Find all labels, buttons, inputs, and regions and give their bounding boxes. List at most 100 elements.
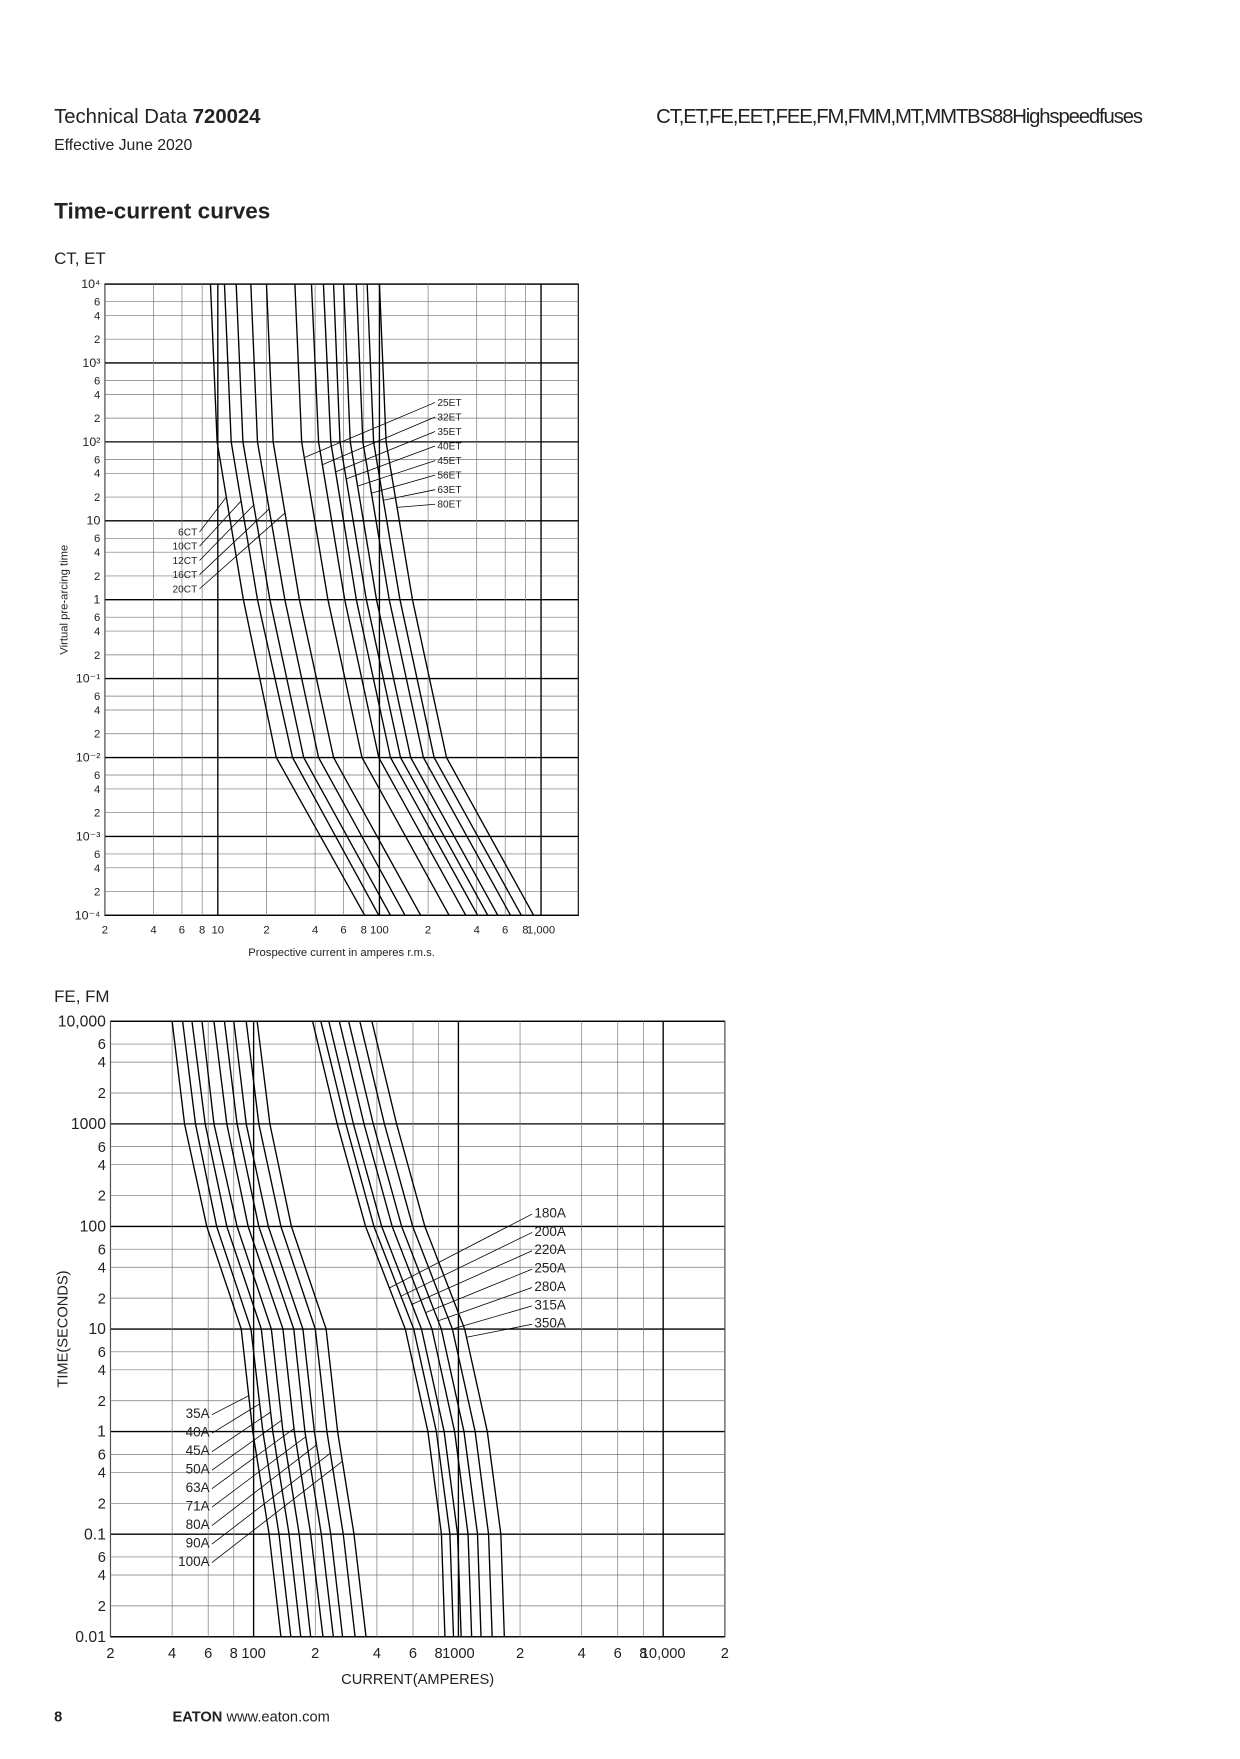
- curve: [371, 1021, 506, 1637]
- y-tick-label: 100: [80, 1219, 107, 1236]
- y-tick-label: 4: [94, 389, 100, 401]
- curve: [378, 284, 535, 916]
- y-tick-label: 2: [94, 492, 100, 504]
- y-tick-label: 6: [98, 1242, 106, 1258]
- curve: [250, 284, 406, 916]
- y-tick-label: 2: [98, 1496, 106, 1512]
- y-tick-label: 4: [98, 1466, 106, 1482]
- y-tick-label: 10⁻³: [76, 829, 100, 843]
- leader-line: [211, 1403, 260, 1434]
- leader-line: [466, 1323, 533, 1338]
- y-tick-label: 6: [98, 1447, 106, 1463]
- y-axis-title: TIME(SECONDS): [56, 1270, 72, 1387]
- x-tick-label: 1000: [442, 1646, 475, 1662]
- y-tick-label: 6: [98, 1140, 106, 1156]
- x-axis-title: Prospective current in amperes r.m.s.: [248, 947, 435, 959]
- curve-label: 100A: [178, 1554, 210, 1569]
- y-tick-label: 2: [94, 334, 100, 346]
- curve-label: 16CT: [173, 570, 198, 581]
- curve-label: 20CT: [173, 584, 198, 595]
- curve-label: 200A: [534, 1224, 566, 1239]
- product-title: CT,ET,FE,EET,FEE,FM,FMM,MT,MMTBS88Highsp…: [656, 106, 1143, 128]
- leader-line: [411, 1250, 533, 1305]
- y-tick-label: 4: [94, 310, 100, 322]
- y-tick-label: 10³: [82, 356, 100, 370]
- y-tick-label: 2: [98, 1291, 106, 1307]
- y-tick-label: 2: [98, 1086, 106, 1102]
- y-tick-label: 6: [98, 1037, 106, 1053]
- x-tick-label: 6: [340, 924, 346, 936]
- x-tick-label: 8: [522, 924, 528, 936]
- x-axis-title: CURRENT(AMPERES): [341, 1672, 494, 1688]
- y-tick-label: 2: [94, 571, 100, 583]
- curve: [191, 1021, 302, 1637]
- effective-date: Effective June 2020: [54, 137, 192, 154]
- x-tick-label: 100: [370, 924, 389, 936]
- curve: [223, 1021, 335, 1637]
- x-tick-label: 1,000: [527, 924, 555, 936]
- curve-label: 180A: [534, 1205, 566, 1220]
- curve-label: 50A: [186, 1462, 210, 1477]
- y-tick-label: 1: [97, 1424, 106, 1441]
- y-tick-label: 4: [94, 468, 100, 480]
- leader-line: [397, 503, 436, 508]
- x-tick-label: 6: [409, 1646, 417, 1662]
- x-tick-label: 6: [614, 1646, 622, 1662]
- y-tick-label: 6: [94, 612, 100, 624]
- leader-line: [211, 1452, 331, 1545]
- curve: [311, 1021, 446, 1637]
- x-tick-label: 6: [179, 924, 185, 936]
- curve-label: 71A: [186, 1499, 210, 1514]
- leader-line: [437, 1287, 533, 1322]
- curve: [209, 284, 366, 916]
- curve: [366, 284, 522, 916]
- curve: [320, 1021, 455, 1637]
- y-tick-label: 6: [98, 1550, 106, 1566]
- leader-line: [199, 500, 242, 547]
- url: www.eaton.com: [225, 1709, 329, 1725]
- leader-line: [304, 402, 436, 459]
- x-tick-label: 2: [425, 924, 431, 936]
- y-tick-label: 4: [98, 1055, 106, 1071]
- curve: [294, 284, 450, 916]
- leader-line: [335, 431, 436, 473]
- doc-label: Technical Data 720024: [54, 106, 261, 128]
- curve: [171, 1021, 282, 1637]
- leader-line: [211, 1411, 271, 1452]
- y-tick-label: 6: [94, 691, 100, 703]
- leader-line: [322, 416, 436, 466]
- curve-label: 250A: [534, 1261, 566, 1276]
- x-tick-label: 8: [639, 1646, 647, 1662]
- curve: [328, 1021, 462, 1637]
- curve-label: 350A: [534, 1316, 566, 1331]
- x-tick-label: 8: [230, 1646, 238, 1662]
- y-tick-label: 4: [94, 784, 100, 796]
- x-tick-label: 8: [361, 924, 367, 936]
- y-tick-label: 6: [94, 375, 100, 387]
- y-tick-label: 1000: [71, 1116, 106, 1133]
- curve: [265, 284, 422, 916]
- x-tick-label: 4: [168, 1646, 176, 1662]
- x-tick-label: 2: [721, 1646, 729, 1662]
- chart-title: FE, FM: [54, 987, 109, 1006]
- x-tick-label: 2: [106, 1646, 114, 1662]
- y-tick-label: 6: [94, 454, 100, 466]
- y-tick-label: 6: [94, 533, 100, 545]
- x-tick-label: 4: [474, 924, 480, 936]
- y-tick-label: 2: [98, 1189, 106, 1205]
- curve: [233, 1021, 344, 1637]
- y-tick-label: 4: [94, 863, 100, 875]
- y-tick-label: 6: [98, 1345, 106, 1361]
- curve-label: 80A: [186, 1517, 210, 1532]
- curve: [213, 1021, 324, 1637]
- brand: EATON: [172, 1709, 222, 1725]
- curves: [209, 284, 535, 916]
- page-number: 8: [54, 1709, 62, 1725]
- x-tick-label: 6: [204, 1646, 212, 1662]
- leader-line: [199, 504, 254, 561]
- x-tick-label: 4: [150, 924, 156, 936]
- leader-line: [452, 1305, 533, 1330]
- x-tick-label: 4: [578, 1646, 586, 1662]
- y-tick-label: 2: [94, 808, 100, 820]
